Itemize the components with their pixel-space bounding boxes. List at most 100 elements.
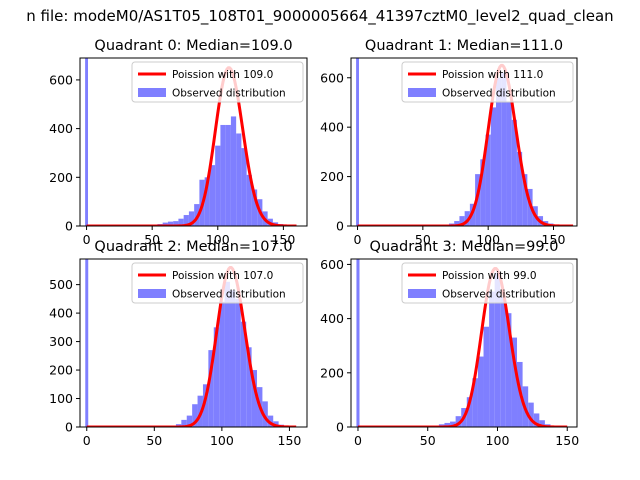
histogram-bar <box>246 347 252 427</box>
x-tick-label: 150 <box>271 232 295 247</box>
histogram-bar <box>192 404 198 427</box>
subplot-quadrant-1: 0 50 100 150 0 200 400 600 Quadrant 1: Median=11… <box>320 38 578 247</box>
legend-patch-swatch <box>408 88 436 97</box>
legend-box <box>401 61 574 103</box>
axes-frame <box>79 258 308 428</box>
subplot-title: Quadrant 0: Median=109.0 <box>94 38 292 54</box>
legend: Poission with 111.0 Observed distribution <box>401 61 574 103</box>
legend-patch-swatch <box>138 88 166 97</box>
y-tick-label: 200 <box>320 365 344 380</box>
histogram-bar <box>533 413 540 427</box>
y-tick-label: 400 <box>320 311 344 326</box>
y-tick-label: 300 <box>49 334 73 349</box>
histogram-bar <box>204 177 210 226</box>
histogram-bar <box>85 58 89 226</box>
y-tick-label: 500 <box>49 277 73 292</box>
histogram-bar <box>181 419 187 427</box>
subplot-quadrant-2: 0 50 100 150 0 100 200 300 400 500 Quadrant 2: Med… <box>49 239 308 448</box>
y-tick-label: 400 <box>49 306 73 321</box>
histogram-bar <box>466 397 473 427</box>
histogram-bar <box>454 221 460 226</box>
x-tick-label: 50 <box>146 433 162 448</box>
plot-area <box>356 58 574 226</box>
legend-patch-swatch <box>138 289 166 298</box>
legend-label-observed: Observed distribution <box>172 88 286 100</box>
histogram-bar <box>202 384 209 427</box>
legend-label-poisson: Poission with 107.0 <box>172 270 273 282</box>
histogram-bar <box>236 133 242 226</box>
histogram-bar <box>539 420 545 427</box>
histogram-bar <box>496 77 502 226</box>
histogram-bar <box>490 107 497 226</box>
histogram-bar <box>240 321 247 427</box>
legend: Poission with 109.0 Observed distribution <box>131 61 304 103</box>
legend: Poission with 99.0 Observed distribution <box>401 262 574 304</box>
subplot-title: Quadrant 1: Median=111.0 <box>365 38 563 54</box>
histogram-bar <box>213 327 220 427</box>
plot-area <box>85 259 297 427</box>
subplot-quadrant-0: 0 50 100 150 0 200 400 600 Quadrant 0: Median=10… <box>49 38 308 247</box>
legend-box <box>131 262 304 304</box>
legend: Poission with 107.0 Observed distribution <box>131 262 304 304</box>
histogram-bar <box>219 301 225 427</box>
histogram-bar <box>173 221 179 226</box>
x-tick-label: 100 <box>476 232 500 247</box>
histogram-bar <box>251 189 258 226</box>
legend-box <box>401 262 574 304</box>
x-tick-label: 0 <box>83 232 91 247</box>
figure-suptitle: n file: modeM0/AS1T05_108T01_9000005664_… <box>26 7 613 26</box>
poisson-curve <box>86 66 297 226</box>
histogram-bar <box>455 416 462 427</box>
y-tick-label: 400 <box>320 120 344 135</box>
x-tick-label: 150 <box>278 433 302 448</box>
histogram-bar <box>188 211 195 226</box>
legend-patch-swatch <box>408 289 436 298</box>
histogram-bar <box>230 116 237 226</box>
y-tick-label: 100 <box>49 391 73 406</box>
histogram-bar <box>356 58 359 226</box>
histogram-bar <box>500 296 506 427</box>
y-tick-label: 0 <box>336 219 344 234</box>
histogram-bar <box>477 356 484 427</box>
histogram-bar <box>246 174 252 226</box>
x-tick-label: 150 <box>555 433 579 448</box>
histogram-bar <box>485 134 491 226</box>
plot-area <box>356 259 568 427</box>
histogram-bar <box>516 151 523 226</box>
axes-frame <box>350 57 578 227</box>
histogram-bar <box>167 221 174 226</box>
histogram-bar <box>208 350 214 427</box>
subplot-quadrant-3: 0 50 100 150 0 200 400 600 Quadrant 3: Median=99… <box>320 239 579 448</box>
histogram-bar <box>215 145 221 226</box>
histogram-bar <box>85 259 89 427</box>
legend-label-observed: Observed distribution <box>442 289 556 301</box>
histogram-bar <box>162 222 168 226</box>
legend-label-observed: Observed distribution <box>172 289 286 301</box>
poisson-curve <box>86 266 297 427</box>
histogram-bar <box>241 148 247 226</box>
histogram-bar <box>505 313 512 427</box>
legend-label-observed: Observed distribution <box>442 88 556 100</box>
histogram-bar <box>224 281 230 427</box>
x-tick-label: 100 <box>210 433 234 448</box>
plot-area <box>85 58 297 226</box>
histogram-bar <box>511 337 518 427</box>
histogram-bar <box>220 124 226 226</box>
y-tick-label: 600 <box>320 257 344 272</box>
y-tick-label: 200 <box>49 170 73 185</box>
subplots-grid: 0 50 100 150 0 200 400 600 Quadrant 0: Median=10… <box>49 38 579 448</box>
histogram-bar <box>450 421 456 427</box>
histogram-bar <box>528 402 534 427</box>
axes-frame <box>350 258 578 428</box>
histogram-bar <box>511 119 517 226</box>
y-tick-label: 200 <box>320 169 344 184</box>
x-tick-label: 0 <box>83 433 91 448</box>
histogram-bar <box>459 216 465 226</box>
histogram-bar <box>483 326 490 427</box>
histogram-bar <box>178 218 184 226</box>
y-tick-label: 0 <box>336 420 344 435</box>
poisson-curve <box>357 63 574 226</box>
y-tick-label: 600 <box>320 70 344 85</box>
legend-label-poisson: Poission with 109.0 <box>172 69 273 81</box>
